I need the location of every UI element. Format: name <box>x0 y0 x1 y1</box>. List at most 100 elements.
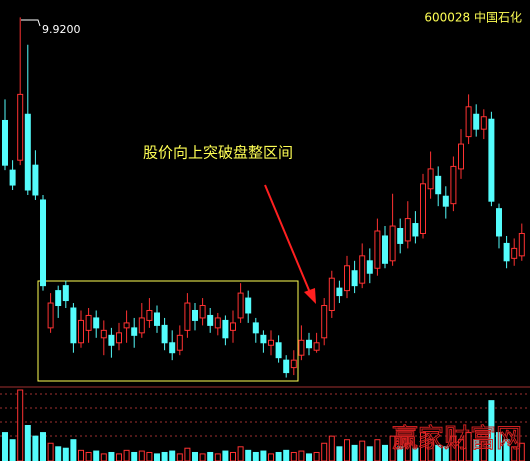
volume-bar <box>108 451 115 461</box>
volume-bar <box>161 451 168 461</box>
volume-bar <box>237 446 244 461</box>
candle-body <box>366 260 373 274</box>
candle-body <box>192 309 198 321</box>
volume-bar <box>184 447 191 461</box>
candle-body <box>176 334 183 351</box>
volume-bar <box>62 447 69 461</box>
volume-bar <box>458 439 464 461</box>
volume-bar <box>176 453 183 461</box>
volume-bar <box>252 451 259 461</box>
volume-bar <box>435 444 442 461</box>
volume-bar <box>518 442 525 461</box>
candle-body <box>78 319 84 344</box>
candle-body <box>2 119 8 166</box>
volume-bar <box>268 453 274 461</box>
volume-bar <box>374 439 381 461</box>
volume-bar <box>328 435 335 461</box>
volume-bar <box>131 451 138 461</box>
volume-bar <box>503 439 510 461</box>
candle-body <box>389 225 396 262</box>
volume-bar <box>275 451 282 461</box>
volume-bar <box>465 432 472 461</box>
volume-bar <box>47 442 54 461</box>
candle-body <box>275 342 282 359</box>
candle-body <box>207 314 214 326</box>
volume-bar <box>283 449 290 461</box>
candle-body <box>298 339 305 356</box>
volume-bar <box>154 453 160 461</box>
candle-body <box>420 183 426 234</box>
candle-body <box>480 116 487 130</box>
candle-body <box>336 287 343 297</box>
candle-body <box>503 242 510 262</box>
candle-body <box>511 247 518 259</box>
candle-body <box>184 302 191 331</box>
candle-body <box>123 322 130 329</box>
candle-body <box>344 265 350 292</box>
volume-bar <box>85 451 92 461</box>
volume-bar <box>123 449 130 461</box>
candle-body <box>465 106 472 138</box>
consolidation-box <box>37 280 299 382</box>
candle-body <box>374 230 381 269</box>
volume-bar <box>17 389 24 461</box>
candle-body <box>116 332 122 344</box>
volume-bar <box>336 446 343 461</box>
volume-bar <box>32 435 39 461</box>
candle-body <box>214 317 221 329</box>
volume-bar <box>70 439 77 461</box>
candle-body <box>473 113 480 130</box>
candle-body <box>496 208 502 237</box>
candle-body <box>458 143 464 170</box>
volume-bar <box>222 450 229 461</box>
volume-bar <box>412 447 419 461</box>
candle-body <box>283 359 290 374</box>
candle-body <box>24 113 31 191</box>
arrow-shaft <box>264 184 312 296</box>
candle-body <box>518 232 525 257</box>
volume-bar <box>473 439 480 461</box>
candle-body <box>100 329 107 339</box>
volume-bar <box>420 432 426 461</box>
volume-bar <box>169 450 176 461</box>
candle-body <box>85 314 92 331</box>
candle-body <box>131 327 138 336</box>
candle-body <box>321 305 328 339</box>
candle-body <box>245 297 252 314</box>
candle-body <box>40 199 46 287</box>
volume-bar <box>298 450 305 461</box>
candle-body <box>359 255 366 284</box>
volume-bar <box>321 442 328 461</box>
candle-body <box>488 118 495 202</box>
volume-bar <box>366 446 373 461</box>
volume-bar <box>24 425 31 461</box>
volume-bar <box>138 450 145 461</box>
volume-bar <box>359 440 366 461</box>
volume-bar <box>55 446 62 461</box>
candle-body <box>404 218 411 242</box>
max-pointer <box>21 19 41 27</box>
volume-bar <box>78 449 84 461</box>
volume-bar <box>313 451 320 461</box>
volume-bar <box>344 439 350 461</box>
candle-body <box>382 235 388 264</box>
volume-bar <box>146 451 153 461</box>
arrow-head <box>304 288 316 304</box>
candle-body <box>427 168 434 190</box>
volume-bar <box>245 449 252 461</box>
volume-bar <box>290 451 297 461</box>
candle-body <box>146 309 153 321</box>
candle-body <box>17 93 24 161</box>
candle-body <box>290 359 297 369</box>
candle-body <box>435 175 442 195</box>
volume-bar <box>496 432 502 461</box>
candle-body <box>252 322 259 334</box>
candle-body <box>93 317 100 329</box>
candle-body <box>55 290 62 307</box>
volume-bar <box>40 432 46 461</box>
candle-body <box>9 169 16 186</box>
volume-bar <box>260 450 267 461</box>
volume-bar <box>404 442 411 461</box>
